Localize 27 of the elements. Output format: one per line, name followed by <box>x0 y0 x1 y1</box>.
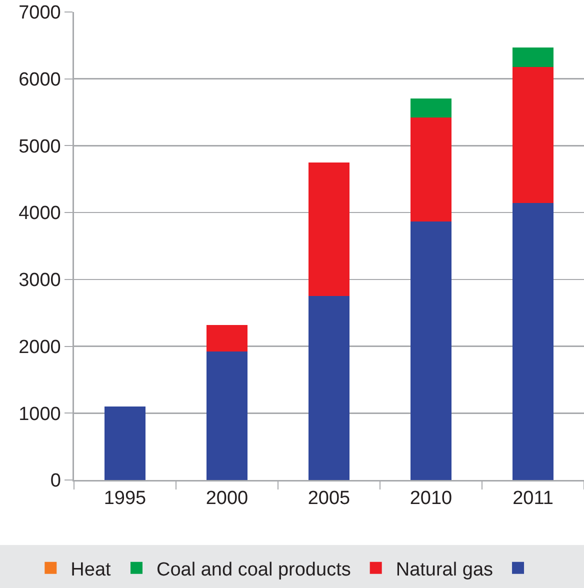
bar <box>512 203 554 480</box>
y-tick-label: 4000 <box>18 203 61 224</box>
y-tick-label: 2000 <box>18 336 61 358</box>
bar <box>206 352 248 480</box>
y-tick-label: 0 <box>50 470 61 492</box>
x-tick-label: 2005 <box>308 488 350 510</box>
bar <box>410 221 452 480</box>
y-tick-label: 6000 <box>18 70 61 91</box>
bar <box>206 324 248 352</box>
bar <box>410 118 452 222</box>
x-tick-label: 2010 <box>410 488 452 510</box>
legend-label: Natural gas <box>396 559 494 580</box>
x-tick-label: 2000 <box>206 488 248 510</box>
y-tick-label: 3000 <box>18 270 61 292</box>
y-tick-label: 5000 <box>18 136 61 158</box>
y-tick-label: 7000 <box>18 2 61 24</box>
bar <box>512 66 554 204</box>
bar <box>512 47 554 67</box>
bar <box>410 98 452 118</box>
legend-label: Heat <box>70 559 112 580</box>
legend-label: Coal and coal products <box>156 559 351 580</box>
bar <box>308 162 350 296</box>
bar <box>104 406 146 480</box>
bar <box>308 296 350 480</box>
x-tick-label: 1995 <box>104 488 146 510</box>
y-tick-label: 1000 <box>18 404 61 425</box>
x-tick-label: 2011 <box>512 488 554 510</box>
